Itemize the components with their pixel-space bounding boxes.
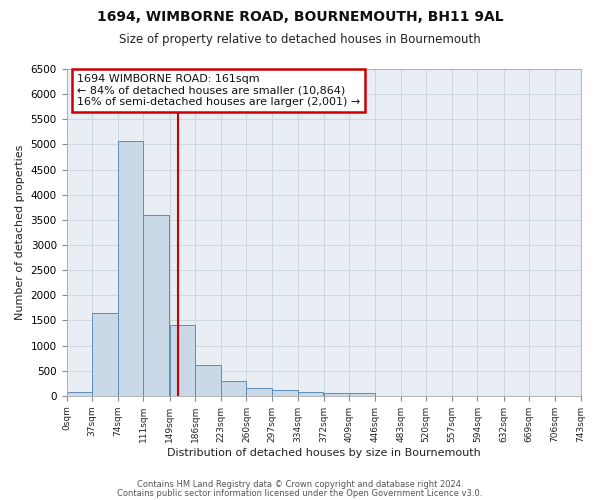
Text: Contains public sector information licensed under the Open Government Licence v3: Contains public sector information licen… [118,488,482,498]
Text: 1694 WIMBORNE ROAD: 161sqm
← 84% of detached houses are smaller (10,864)
16% of : 1694 WIMBORNE ROAD: 161sqm ← 84% of deta… [77,74,360,107]
Bar [298,392,323,396]
Text: Size of property relative to detached houses in Bournemouth: Size of property relative to detached ho… [119,32,481,46]
Bar [170,326,195,396]
X-axis label: Distribution of detached houses by size in Bournemouth: Distribution of detached houses by size … [167,448,481,458]
Bar [221,381,247,396]
Bar [92,313,118,396]
Y-axis label: Number of detached properties: Number of detached properties [15,144,25,320]
Bar [195,364,221,396]
Text: 1694, WIMBORNE ROAD, BOURNEMOUTH, BH11 9AL: 1694, WIMBORNE ROAD, BOURNEMOUTH, BH11 9… [97,10,503,24]
Bar [349,393,375,396]
Bar [143,215,169,396]
Bar [324,394,349,396]
Bar [118,142,143,396]
Bar [67,392,92,396]
Text: Contains HM Land Registry data © Crown copyright and database right 2024.: Contains HM Land Registry data © Crown c… [137,480,463,489]
Bar [247,388,272,396]
Bar [272,390,298,396]
